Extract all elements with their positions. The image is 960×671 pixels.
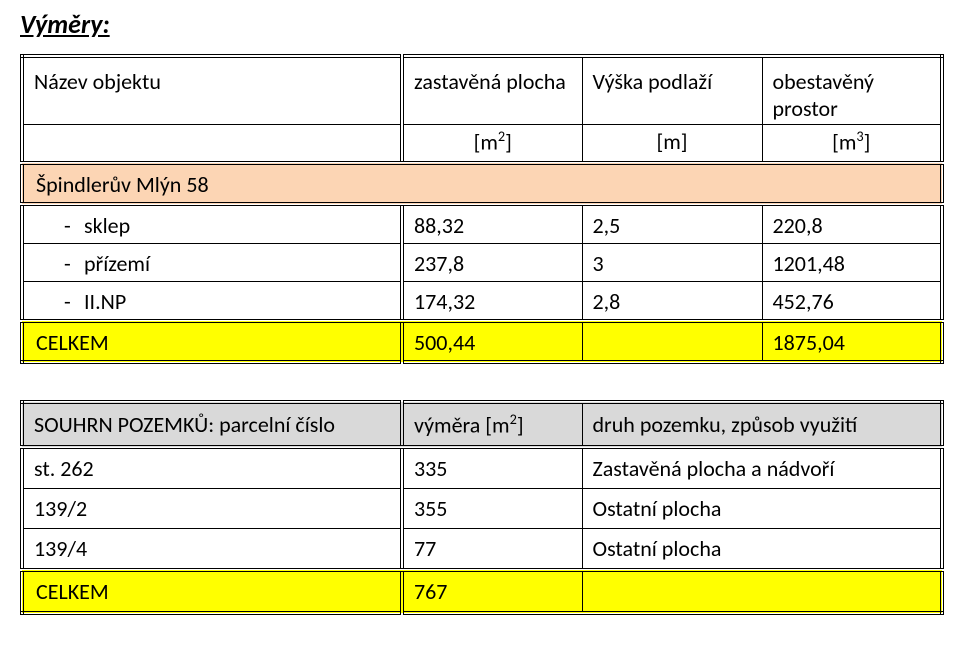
- t2-r1-area: 355: [402, 488, 582, 528]
- t1-h-volume: obestavěný prostor: [762, 56, 942, 125]
- t1-total-volume: 1875,04: [762, 321, 942, 362]
- t1-r1-area: 237,8: [402, 244, 582, 282]
- t2-total-row: CELKEM 767: [22, 570, 942, 613]
- t1-r2-label-text: II.NP: [84, 288, 126, 315]
- t1-h-name: Název objektu: [22, 56, 402, 125]
- t2-r1-use: Ostatní plocha: [582, 488, 942, 528]
- t1-r2-volume: 452,76: [762, 282, 942, 322]
- t2-h-parcel: SOUHRN POZEMKŮ: parcelní číslo: [22, 402, 402, 446]
- t1-r0-label: -sklep: [22, 204, 402, 244]
- t1-units-row: [m2] [m] [m3]: [22, 125, 942, 164]
- table-row: 139/4 77 Ostatní plocha: [22, 528, 942, 570]
- t1-u-volume: [m3]: [762, 125, 942, 164]
- t1-r0-height: 2,5: [582, 204, 762, 244]
- t2-r0-parcel: st. 262: [22, 447, 402, 489]
- t2-r2-parcel: 139/4: [22, 528, 402, 570]
- t1-r2-label: -II.NP: [22, 282, 402, 322]
- t1-u-area: [m2]: [402, 125, 582, 164]
- t1-r0-area: 88,32: [402, 204, 582, 244]
- t2-r0-area: 335: [402, 447, 582, 489]
- t1-h-area: zastavěná plocha: [402, 56, 582, 125]
- t1-r1-volume: 1201,48: [762, 244, 942, 282]
- t1-r0-label-text: sklep: [84, 212, 130, 239]
- t2-h-use: druh pozemku, způsob využití: [582, 402, 942, 446]
- t1-r1-label: -přízemí: [22, 244, 402, 282]
- table-row: -přízemí 237,8 3 1201,48: [22, 244, 942, 282]
- t1-u-empty: [22, 125, 402, 164]
- t1-header-row: Název objektu zastavěná plocha Výška pod…: [22, 56, 942, 125]
- t1-total-row: CELKEM 500,44 1875,04: [22, 321, 942, 362]
- t1-h-height: Výška podlaží: [582, 56, 762, 125]
- t2-header-row: SOUHRN POZEMKŮ: parcelní číslo výměra [m…: [22, 402, 942, 446]
- t1-section-label: Špindlerův Mlýn 58: [22, 163, 942, 204]
- t2-r0-use: Zastavěná plocha a nádvoří: [582, 447, 942, 489]
- table-row: 139/2 355 Ostatní plocha: [22, 488, 942, 528]
- t2-total-label: CELKEM: [22, 570, 402, 613]
- vymery-table: Název objektu zastavěná plocha Výška pod…: [20, 54, 944, 364]
- table-row: st. 262 335 Zastavěná plocha a nádvoří: [22, 447, 942, 489]
- t2-r2-area: 77: [402, 528, 582, 570]
- t1-total-label: CELKEM: [22, 321, 402, 362]
- t1-section-row: Špindlerův Mlýn 58: [22, 163, 942, 204]
- t1-r2-area: 174,32: [402, 282, 582, 322]
- t1-r0-volume: 220,8: [762, 204, 942, 244]
- t1-r1-label-text: přízemí: [84, 250, 150, 277]
- t2-h-area: výměra [m2]: [402, 402, 582, 446]
- t2-r1-parcel: 139/2: [22, 488, 402, 528]
- t1-r1-height: 3: [582, 244, 762, 282]
- t1-u-height: [m]: [582, 125, 762, 164]
- t2-total-area: 767: [402, 570, 582, 613]
- page-title: Výměry:: [20, 8, 940, 40]
- t2-total-use: [582, 570, 942, 613]
- table-row: -sklep 88,32 2,5 220,8: [22, 204, 942, 244]
- table-row: -II.NP 174,32 2,8 452,76: [22, 282, 942, 322]
- t2-r2-use: Ostatní plocha: [582, 528, 942, 570]
- t1-total-height: [582, 321, 762, 362]
- t1-r2-height: 2,8: [582, 282, 762, 322]
- t1-total-area: 500,44: [402, 321, 582, 362]
- pozemky-table: SOUHRN POZEMKŮ: parcelní číslo výměra [m…: [20, 400, 944, 614]
